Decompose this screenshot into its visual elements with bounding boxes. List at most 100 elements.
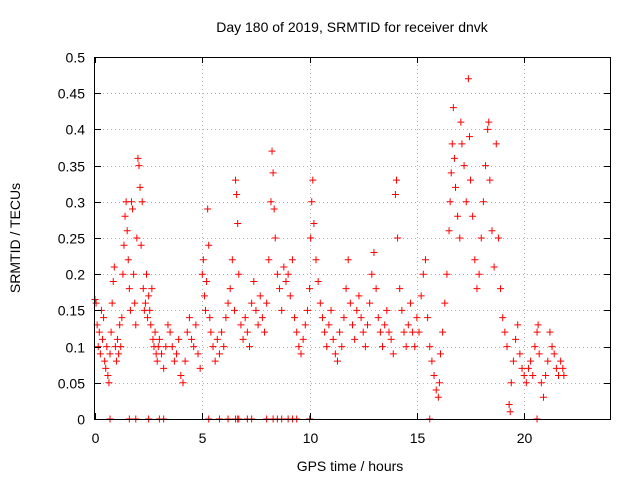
data-point [415, 328, 423, 336]
data-point [286, 292, 294, 300]
data-point [537, 379, 545, 387]
data-point [133, 234, 141, 242]
data-point [103, 343, 111, 351]
data-point [288, 256, 296, 264]
data-point [396, 285, 404, 293]
data-point [406, 299, 414, 307]
data-point [228, 256, 236, 264]
data-point [364, 321, 372, 329]
data-point [509, 357, 517, 365]
data-point [449, 104, 457, 112]
data-point [168, 343, 176, 351]
data-point [263, 299, 271, 307]
data-point [179, 379, 187, 387]
data-point [190, 343, 198, 351]
data-point [200, 292, 208, 300]
data-point [183, 328, 191, 336]
data-point [488, 227, 496, 235]
data-point [462, 198, 470, 206]
data-point [426, 343, 434, 351]
data-point [550, 350, 558, 358]
data-point [501, 328, 509, 336]
data-point [137, 241, 145, 249]
data-point [533, 328, 541, 336]
data-point [148, 285, 156, 293]
data-point [522, 379, 530, 387]
data-point [497, 285, 505, 293]
data-point [424, 314, 432, 322]
data-point [400, 328, 408, 336]
data-point [149, 335, 157, 343]
x-tick-label: 0 [92, 430, 100, 446]
data-point [203, 277, 211, 285]
data-point [211, 357, 219, 365]
data-point [115, 350, 123, 358]
data-point [146, 306, 154, 314]
data-point [102, 364, 110, 372]
data-point [379, 343, 387, 351]
y-tick-label: 0.45 [58, 86, 85, 102]
data-point [351, 335, 359, 343]
data-point [230, 306, 238, 314]
data-point [392, 176, 400, 184]
data-point [105, 379, 113, 387]
data-point [527, 357, 535, 365]
data-point [116, 321, 124, 329]
data-point [329, 335, 337, 343]
data-point [271, 234, 279, 242]
data-point [314, 277, 322, 285]
data-point [121, 212, 129, 220]
data-point [107, 328, 115, 336]
data-point [344, 256, 352, 264]
data-point [108, 299, 116, 307]
data-point [110, 263, 118, 271]
data-point [143, 270, 150, 278]
data-point [144, 314, 152, 322]
data-point [490, 263, 498, 271]
data-point [291, 314, 299, 322]
data-point [506, 408, 514, 416]
data-point [368, 270, 376, 278]
data-point [524, 364, 532, 372]
data-point [206, 314, 214, 322]
data-point [544, 357, 552, 365]
data-point [539, 393, 547, 401]
data-point [308, 198, 316, 206]
data-point [164, 321, 172, 329]
data-point [366, 299, 374, 307]
data-point [243, 328, 251, 336]
data-point [439, 328, 447, 336]
data-point [325, 321, 333, 329]
data-point [173, 350, 181, 358]
data-point [194, 350, 202, 358]
data-point [124, 256, 132, 264]
data-point [520, 372, 528, 380]
data-point [129, 205, 137, 213]
data-point [548, 343, 556, 351]
data-point [484, 125, 492, 133]
data-point [235, 270, 243, 278]
data-point [117, 343, 125, 351]
data-point [465, 133, 473, 141]
data-point [280, 263, 288, 271]
data-point [436, 350, 444, 358]
data-point [135, 162, 143, 170]
data-point [123, 227, 131, 235]
data-point [535, 350, 543, 358]
data-point [119, 270, 127, 278]
data-point [355, 292, 363, 300]
data-point [114, 335, 122, 343]
data-point [321, 328, 329, 336]
data-point [428, 357, 436, 365]
y-tick-label: 0.25 [58, 231, 85, 247]
data-point [507, 379, 515, 387]
data-point [430, 372, 438, 380]
y-tick-label: 0.4 [66, 122, 86, 138]
data-point [222, 314, 230, 322]
data-point [357, 314, 365, 322]
data-point [104, 372, 112, 380]
data-point [112, 357, 120, 365]
data-point [282, 277, 290, 285]
